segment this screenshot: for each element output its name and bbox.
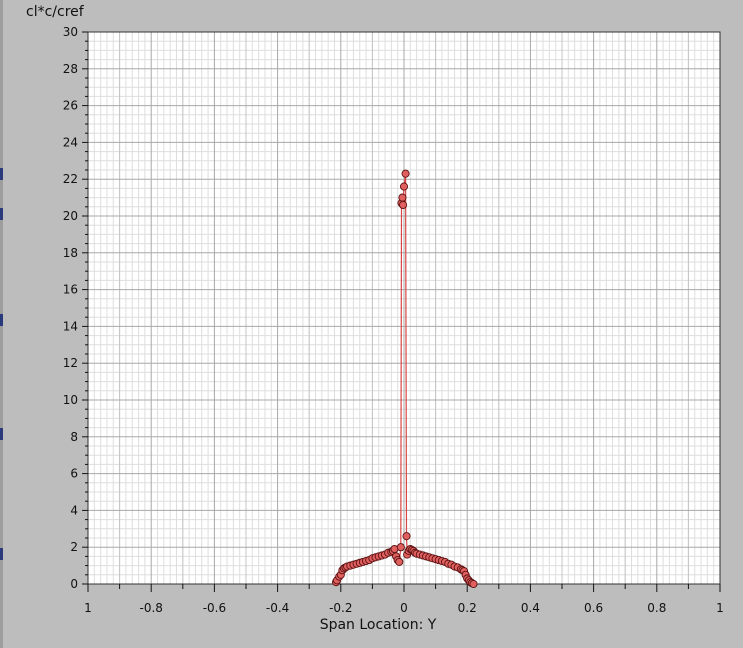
y-tick-label: 12 [63,356,78,370]
major-grid [87,31,721,585]
y-tick-label: 20 [63,209,78,223]
edge-marker [0,314,3,326]
data-point [399,200,408,210]
edge-marker [0,428,3,440]
y-tick-label: 18 [63,246,78,260]
data-point [396,543,405,552]
x-tick-label: 0.4 [521,601,540,615]
x-tick-label: 0.8 [647,601,666,615]
x-tick-label: 1 [84,601,92,615]
y-tick-label: 24 [63,135,78,149]
edge-marker [0,548,3,560]
x-axis-title: Span Location: Y [320,617,437,633]
data-point [395,557,404,566]
edge-marker [0,208,3,220]
x-tick-labels: 1 -0.8 -0.6 -0.4 -0.2 0 0.2 0.4 0.6 0.8 1 [84,601,724,615]
y-tick-label: 26 [63,99,78,113]
x-tick-label: -0.8 [139,601,162,615]
x-tick-label: 0.2 [458,601,477,615]
left-window-edge [0,0,3,648]
x-tick-label: 1 [716,601,724,615]
x-tick-label: -0.6 [203,601,226,615]
axis-ticks [82,31,721,592]
y-axis-title: cl*c/cref [26,4,85,20]
data-point [399,182,409,191]
series-points [332,169,478,589]
y-tick-label: 4 [70,503,78,517]
y-tick-label: 6 [70,467,78,481]
y-tick-label: 28 [63,62,78,76]
data-point [398,193,407,202]
y-tick-label: 8 [70,430,78,444]
y-tick-label: 0 [70,577,78,591]
y-tick-label: 16 [63,283,78,297]
data-point [402,532,411,541]
data-point [469,579,478,589]
data-point [401,169,410,178]
x-tick-label: -0.4 [266,601,289,615]
y-tick-label: 30 [63,25,78,39]
y-tick-label: 14 [63,319,78,333]
y-tick-label: 10 [63,393,78,407]
x-tick-label: 0 [400,601,408,615]
x-tick-label: -0.2 [329,601,352,615]
y-tick-label: 22 [63,172,78,186]
x-tick-label: 0.6 [584,601,603,615]
y-tick-label: 2 [70,540,78,554]
edge-marker [0,168,3,180]
